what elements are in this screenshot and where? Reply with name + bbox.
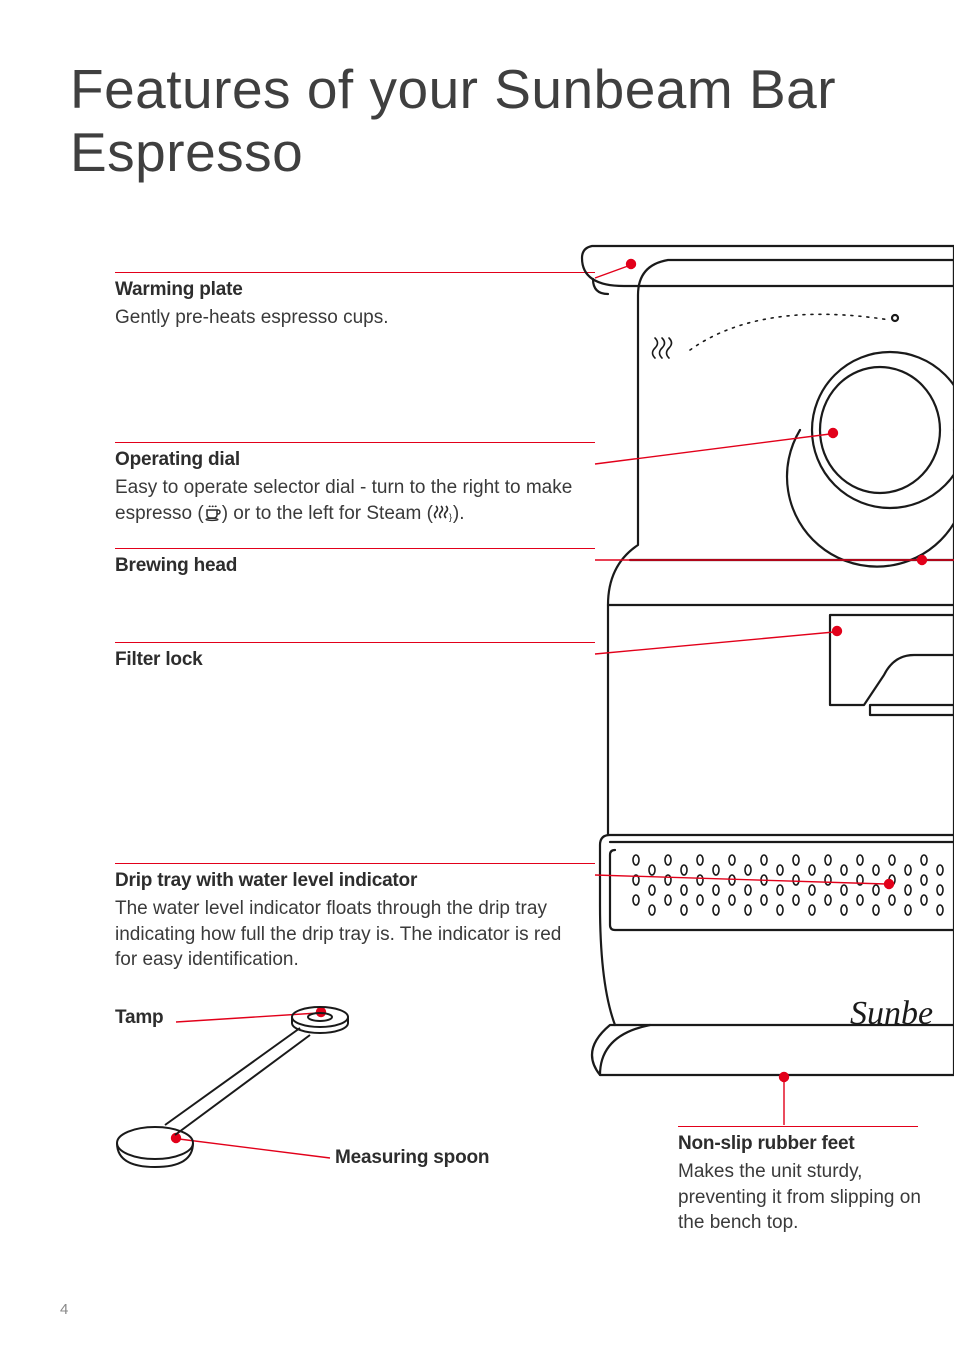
espresso-machine-diagram: Sunbe <box>0 0 954 1352</box>
brand-text: Sunbe <box>850 995 933 1032</box>
